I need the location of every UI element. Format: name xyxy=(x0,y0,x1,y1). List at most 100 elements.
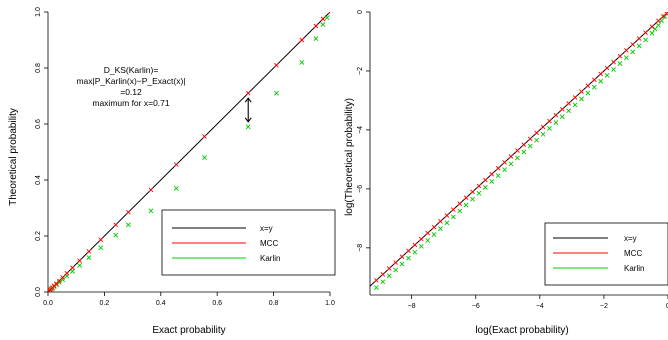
right-x-tick-label: 0 xyxy=(666,303,668,310)
left-mcc-point xyxy=(60,275,65,280)
left-karlin-point xyxy=(86,255,92,260)
right-y-tick-label: 0 xyxy=(357,10,364,14)
right-karlin-point xyxy=(643,37,648,43)
right-karlin-point xyxy=(470,196,475,202)
right-mcc-point xyxy=(399,254,405,259)
left-legend-label-mcc: MCC xyxy=(260,239,278,248)
right-y-tick-label: −4 xyxy=(357,126,364,134)
right-plot-area xyxy=(369,12,668,296)
right-mcc-point xyxy=(495,165,501,171)
right-mcc-point xyxy=(649,24,655,30)
right-mcc-point xyxy=(656,18,661,24)
left-y-tick-label: 0.2 xyxy=(35,231,42,241)
right-karlin-point xyxy=(463,202,469,208)
left-mcc-point xyxy=(320,16,326,22)
left-karlin-point xyxy=(202,155,207,161)
right-mcc-point xyxy=(463,195,469,201)
left-mcc-point xyxy=(313,23,319,29)
right-legend-box xyxy=(544,222,668,286)
left-x-tick-label: 0.0 xyxy=(43,300,53,307)
right-mcc-point xyxy=(457,201,463,206)
right-karlin-point xyxy=(604,72,610,78)
left-mcc-point xyxy=(148,187,154,193)
left-mcc-point xyxy=(327,12,330,15)
left-mcc-point xyxy=(113,222,118,228)
left-plot-area xyxy=(47,12,330,293)
right-mcc-point xyxy=(483,177,488,183)
right-karlin-point xyxy=(386,273,392,279)
right-mcc-point xyxy=(624,48,629,53)
right-karlin-point xyxy=(438,226,443,232)
right-x-ticks: −8 −6 −4 −2 0 xyxy=(408,295,668,310)
right-karlin-point xyxy=(611,67,616,72)
annotation-line-2: max|P_Karlin(x)−P_Exact(x)| xyxy=(76,76,185,86)
right-karlin-point xyxy=(662,14,668,19)
right-mcc-point xyxy=(566,101,571,106)
left-karlin-point xyxy=(299,59,305,65)
right-karlin-point xyxy=(476,190,482,196)
left-mcc-point xyxy=(64,270,70,276)
right-mcc-point xyxy=(406,248,411,254)
right-mcc-point xyxy=(489,171,495,177)
right-mcc-point xyxy=(444,213,450,218)
left-y-tick-label: 0.4 xyxy=(35,175,42,185)
right-chart: −8 −6 −4 −2 0 −8 −6 −4 −2 0 log(Exact probabilit… xyxy=(344,10,668,336)
right-karlin-point xyxy=(579,96,584,102)
annotation-line-3: =0.12 xyxy=(120,87,142,97)
left-mcc-point xyxy=(77,258,82,263)
right-y-tick-label: −6 xyxy=(357,185,364,193)
right-karlin-point xyxy=(495,173,501,179)
right-identity-line xyxy=(370,12,668,287)
left-karlin-point xyxy=(274,90,279,96)
right-karlin-point xyxy=(547,126,552,131)
right-karlin-point xyxy=(540,131,546,137)
right-legend: x=y MCC Karlin xyxy=(544,222,668,286)
right-series-layer xyxy=(370,12,668,291)
left-mcc-point xyxy=(202,134,207,139)
right-mcc-point xyxy=(665,12,668,15)
right-x-tick-label: −8 xyxy=(408,303,416,310)
right-karlin-point xyxy=(649,30,655,36)
left-y-tick-label: 0.6 xyxy=(35,119,42,129)
right-y-ticks: −8 −6 −4 −2 0 xyxy=(357,10,370,252)
right-karlin-point xyxy=(380,279,386,285)
right-karlin-point xyxy=(559,114,565,120)
left-identity-line xyxy=(48,12,330,292)
right-karlin-point xyxy=(431,232,437,237)
left-mcc-point xyxy=(274,62,279,68)
left-mcc-point xyxy=(98,237,104,242)
left-karlin-point xyxy=(125,222,131,228)
left-mcc-point xyxy=(299,37,305,43)
left-series-layer xyxy=(48,12,330,292)
left-x-tick-label: 1.0 xyxy=(325,300,335,307)
left-y-ticks: 0.0 0.2 0.4 0.6 0.8 1.0 xyxy=(35,7,48,297)
right-karlin-point xyxy=(502,167,507,173)
left-y-tick-label: 0.0 xyxy=(35,287,42,297)
right-mcc-point xyxy=(611,59,616,65)
right-x-tick-label: −6 xyxy=(472,303,480,310)
right-mcc-point xyxy=(604,65,610,71)
right-y-tick-label: −8 xyxy=(357,244,364,252)
right-karlin-point xyxy=(617,61,623,67)
right-mcc-point xyxy=(386,266,392,271)
left-karlin-point xyxy=(173,185,179,191)
left-mcc-point xyxy=(70,265,75,270)
right-karlin-point xyxy=(393,267,399,273)
left-x-tick-label: 0.4 xyxy=(156,300,166,307)
right-mcc-point xyxy=(470,189,475,195)
right-mcc-point xyxy=(374,277,379,283)
right-y-axis-title: log(Theoretical probability) xyxy=(344,98,355,216)
right-x-tick-label: −2 xyxy=(600,303,608,310)
right-mcc-point xyxy=(547,118,552,124)
right-karlin-point xyxy=(572,102,578,108)
left-legend-label-karlin: Karlin xyxy=(260,254,280,263)
left-karlin-point xyxy=(245,124,251,130)
left-mcc-point xyxy=(56,278,62,284)
right-mcc-point xyxy=(418,236,424,242)
right-mcc-point xyxy=(540,124,546,130)
annotation-arrow-head-bottom xyxy=(244,117,252,123)
left-x-tick-label: 0.2 xyxy=(100,300,110,307)
right-mcc-point xyxy=(559,106,565,112)
